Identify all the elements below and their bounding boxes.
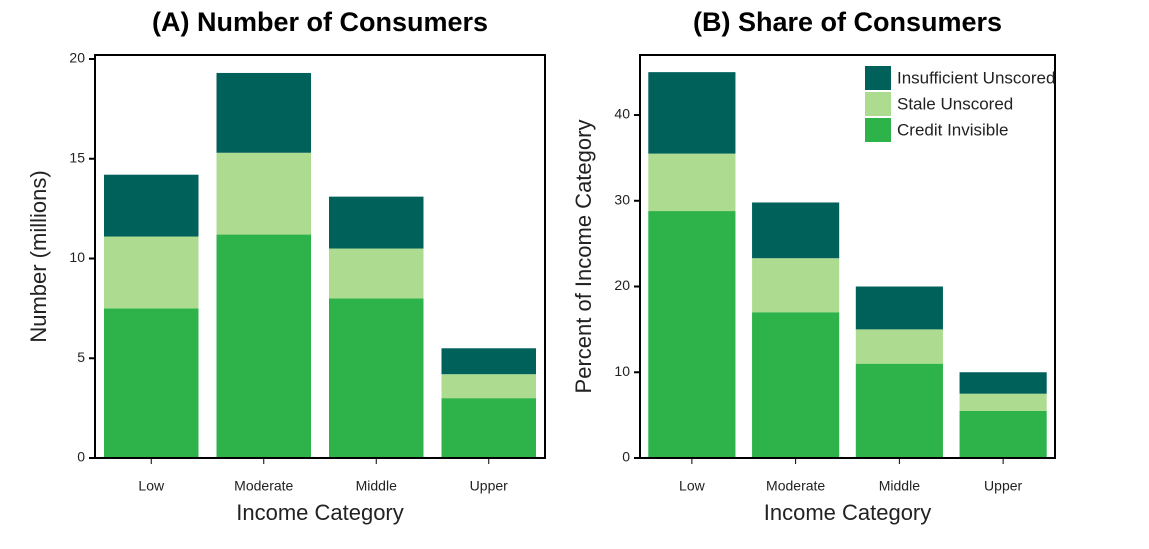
legend-swatch	[865, 66, 891, 90]
bar-segment	[441, 398, 536, 458]
bar-segment	[104, 308, 199, 458]
bar-segment	[648, 153, 736, 212]
chart-title: (A) Number of Consumers	[152, 7, 488, 37]
y-tick-label: 0	[77, 449, 85, 465]
bar-segment	[104, 236, 199, 309]
legend-swatch	[865, 92, 891, 116]
bar-segment	[441, 348, 536, 375]
bar-segment	[752, 202, 840, 259]
bar-segment	[855, 329, 943, 364]
bar-segment	[329, 196, 424, 249]
bar-segment	[329, 248, 424, 299]
legend-label: Stale Unscored	[897, 94, 1013, 113]
x-tick-label: Middle	[356, 478, 397, 494]
bar-segment	[959, 410, 1047, 458]
bar-segment	[855, 363, 943, 458]
x-tick-label: Middle	[879, 478, 920, 494]
bar-segment	[216, 234, 311, 458]
x-tick-label: Low	[138, 478, 165, 494]
legend-label: Credit Invisible	[897, 120, 1009, 139]
x-axis-label: Income Category	[236, 500, 404, 525]
bar-segment	[752, 312, 840, 458]
x-tick-label: Low	[679, 478, 706, 494]
y-tick-label: 30	[614, 191, 630, 207]
x-tick-label: Upper	[984, 478, 1022, 494]
y-tick-label: 15	[69, 149, 85, 165]
y-tick-label: 10	[614, 363, 630, 379]
y-tick-label: 0	[622, 449, 630, 465]
legend-swatch	[865, 118, 891, 142]
y-axis-label: Number (millions)	[26, 170, 51, 342]
x-tick-label: Moderate	[234, 478, 293, 494]
bar-segment	[648, 211, 736, 458]
x-tick-label: Moderate	[766, 478, 825, 494]
x-axis-label: Income Category	[764, 500, 932, 525]
bar-segment	[104, 174, 199, 237]
bar-segment	[216, 72, 311, 153]
bar-segment	[329, 298, 424, 458]
y-axis-label: Percent of Income Category	[571, 120, 596, 394]
bar-segment	[855, 286, 943, 330]
y-tick-label: 20	[614, 277, 630, 293]
bar-segment	[441, 374, 536, 399]
bar-segment	[752, 258, 840, 313]
plot-frame	[639, 54, 1056, 459]
legend-label: Insufficient Unscored	[897, 68, 1055, 87]
y-tick-label: 10	[69, 249, 85, 265]
bar-segment	[216, 152, 311, 235]
y-tick-label: 40	[614, 106, 630, 122]
bar-segment	[959, 372, 1047, 394]
chart-title: (B) Share of Consumers	[693, 7, 1002, 37]
y-tick-label: 5	[77, 349, 85, 365]
bar-segment	[959, 393, 1047, 411]
bar-segment	[648, 72, 736, 154]
plot-frame	[94, 54, 546, 459]
y-tick-label: 20	[69, 50, 85, 66]
x-tick-label: Upper	[470, 478, 508, 494]
